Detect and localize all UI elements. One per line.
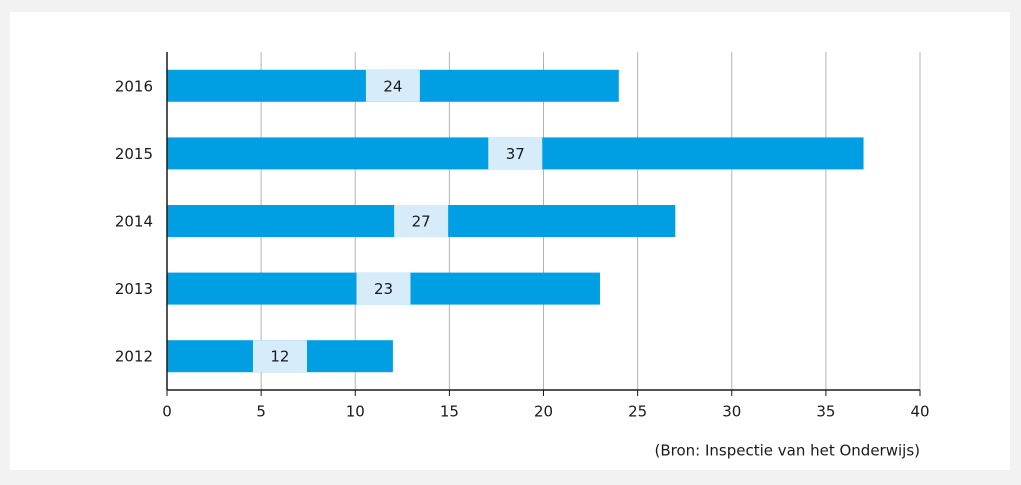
x-tick-label: 40 — [910, 403, 929, 421]
y-tick-label: 2012 — [115, 348, 153, 366]
y-tick-label: 2015 — [115, 145, 153, 163]
x-tick-label: 5 — [256, 403, 266, 421]
value-label: 23 — [374, 280, 393, 298]
x-tick-label: 10 — [346, 403, 365, 421]
value-label: 37 — [506, 145, 525, 163]
value-label-box — [488, 137, 543, 170]
value-label: 24 — [383, 77, 402, 95]
x-tick-label: 15 — [440, 403, 459, 421]
x-tick-label: 35 — [816, 403, 835, 421]
y-tick-label: 2016 — [115, 77, 153, 95]
value-label: 12 — [270, 348, 289, 366]
source-note: (Bron: Inspectie van het Onderwijs) — [654, 442, 920, 460]
value-label-box — [356, 272, 411, 305]
y-tick-label: 2013 — [115, 280, 153, 298]
value-label-box — [365, 69, 420, 102]
x-tick-label: 0 — [162, 403, 172, 421]
value-label-box — [252, 340, 307, 373]
value-label-box — [394, 205, 449, 237]
value-label: 27 — [412, 213, 431, 231]
x-tick-label: 30 — [722, 403, 741, 421]
y-tick-label: 2014 — [115, 213, 153, 231]
x-tick-label: 20 — [534, 403, 553, 421]
x-tick-label: 25 — [628, 403, 647, 421]
